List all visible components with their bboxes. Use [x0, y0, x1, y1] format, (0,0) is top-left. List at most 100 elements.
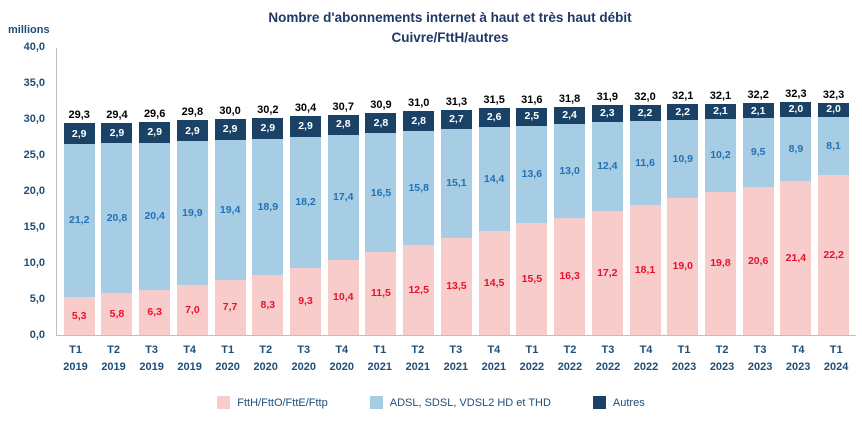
- segment-autres: 2,9: [214, 119, 246, 140]
- segment-adsl: 12,4: [591, 121, 623, 212]
- legend-swatch-ftth: [217, 396, 231, 409]
- bar-t2-2022: 31,8 2,4 13,0 16,3: [554, 92, 586, 335]
- y-tick-label: 35,0: [23, 77, 45, 89]
- bar-total-label: 29,6: [143, 107, 166, 120]
- y-tick-label: 40,0: [23, 41, 45, 53]
- x-tick-label: T2 2023: [709, 344, 735, 374]
- bar-t1-2021: 30,9 2,8 16,5 11,5: [365, 99, 397, 335]
- segment-adsl: 18,9: [252, 139, 284, 276]
- segment-adsl: 21,2: [63, 144, 95, 297]
- bar-t1-2019: 29,3 2,9 21,2 5,3: [63, 109, 95, 335]
- x-tick-label: T1 2022: [519, 344, 545, 374]
- segment-adsl: 9,5: [742, 118, 774, 187]
- bar-t2-2023: 32,1 2,1 10,2 19,8: [704, 90, 736, 335]
- y-tick-label: 0,0: [29, 329, 45, 341]
- y-axis: 40,0 35,0 30,0 25,0 20,0 15,0 10,0 5,0 0,0: [0, 41, 50, 341]
- bar-total-label: 30,0: [219, 105, 241, 118]
- segment-adsl: 13,0: [554, 124, 586, 218]
- bar-total-label: 29,8: [181, 106, 204, 119]
- segment-ftth: 12,5: [403, 245, 435, 335]
- y-tick-label: 20,0: [23, 185, 45, 197]
- x-tick-label: T2 2019: [101, 344, 126, 374]
- x-tick-label: T2 2022: [557, 344, 583, 374]
- y-tick-label: 10,0: [23, 257, 45, 269]
- segment-adsl: 8,1: [818, 116, 850, 176]
- chart-title-line2: Cuivre/FttH/autres: [391, 30, 509, 46]
- bar-t1-2022: 31,6 2,5 13,6 15,5: [516, 93, 548, 335]
- segment-ftth: 17,2: [591, 211, 623, 335]
- segment-adsl: 11,6: [629, 121, 661, 205]
- y-axis-unit-label: millions: [8, 24, 50, 36]
- segment-ftth: 10,4: [327, 260, 359, 335]
- segment-adsl: 10,2: [704, 119, 736, 193]
- segment-ftth: 16,3: [554, 217, 586, 335]
- bar-total-label: 31,0: [407, 97, 430, 110]
- chart-title-line1: Nombre d'abonnements internet à haut et …: [268, 10, 632, 25]
- bar-t3-2021: 31,3 2,7 15,1 13,5: [440, 96, 472, 335]
- segment-autres: 2,0: [818, 102, 850, 117]
- segment-adsl: 14,4: [478, 126, 510, 231]
- bar-t4-2020: 30,7 2,8 17,4 10,4: [327, 101, 359, 335]
- segment-ftth: 6,3: [139, 289, 171, 335]
- x-tick-label: T3 2020: [291, 344, 316, 374]
- x-tick-label: T2 2020: [253, 344, 278, 374]
- bar-total-label: 31,8: [558, 92, 581, 105]
- bar-total-label: 32,3: [822, 88, 845, 101]
- segment-autres: 2,9: [252, 118, 284, 140]
- segment-autres: 2,3: [591, 105, 623, 122]
- bar-total-label: 31,5: [483, 94, 505, 107]
- segment-ftth: 5,8: [101, 293, 133, 335]
- bar-t4-2022: 32,0 2,2 11,6 18,1: [629, 91, 661, 335]
- segment-ftth: 11,5: [365, 252, 397, 335]
- legend-label-ftth: FttH/FttO/FttE/Fttp: [237, 396, 328, 409]
- segment-adsl: 15,8: [403, 131, 435, 245]
- segment-ftth: 14,5: [478, 230, 510, 335]
- bar-t3-2022: 31,9 2,3 12,4 17,2: [591, 91, 623, 335]
- x-tick-label: T1 2019: [63, 344, 88, 374]
- x-tick-label: T4 2023: [785, 344, 811, 374]
- y-tick-label: 30,0: [23, 113, 45, 125]
- x-tick-label: T4 2022: [633, 344, 659, 374]
- legend-swatch-autres: [592, 396, 606, 409]
- segment-adsl: 13,6: [516, 125, 548, 224]
- bar-t2-2021: 31,0 2,8 15,8 12,5: [403, 97, 435, 335]
- segment-adsl: 10,9: [667, 119, 699, 199]
- segment-autres: 2,9: [63, 123, 95, 145]
- bar-t1-2024: 32,3 2,0 8,1 22,2: [818, 88, 850, 335]
- segment-autres: 2,9: [290, 116, 322, 137]
- bar-total-label: 30,2: [257, 104, 279, 117]
- chart-legend: FttH/FttO/FttE/Fttp ADSL, SDSL, VDSL2 HD …: [0, 396, 862, 409]
- x-tick-label: T3 2021: [443, 344, 469, 374]
- bar-t3-2020: 30,4 2,9 18,2 9,3: [290, 102, 322, 335]
- plot-area: 29,3 2,9 21,2 5,3 29,4 2,9 20,8 5,8 29,6 2,9 20,4 6…: [56, 48, 856, 336]
- bar-t4-2021: 31,5 2,6 14,4 14,5: [478, 94, 510, 335]
- x-tick-label: T3 2023: [747, 344, 773, 374]
- segment-autres: 2,1: [704, 103, 736, 120]
- segment-ftth: 19,0: [667, 198, 699, 335]
- segment-ftth: 19,8: [704, 192, 736, 335]
- segment-autres: 2,8: [403, 111, 435, 132]
- x-tick-label: T4 2021: [481, 344, 507, 374]
- bar-total-label: 32,3: [785, 88, 807, 101]
- bar-total-label: 29,4: [106, 108, 128, 121]
- segment-ftth: 7,7: [214, 279, 246, 335]
- segment-adsl: 8,9: [780, 116, 812, 181]
- bar-t3-2019: 29,6 2,9 20,4 6,3: [139, 107, 171, 335]
- legend-swatch-adsl: [369, 396, 383, 409]
- segment-autres: 2,2: [667, 103, 699, 120]
- segment-ftth: 15,5: [516, 223, 548, 335]
- segment-autres: 2,8: [327, 114, 359, 135]
- bar-total-label: 32,0: [634, 91, 656, 104]
- segment-autres: 2,9: [176, 120, 208, 142]
- segment-adsl: 19,9: [176, 141, 208, 285]
- segment-adsl: 15,1: [440, 129, 472, 238]
- bar-total-label: 32,2: [747, 89, 769, 102]
- segment-adsl: 20,4: [139, 142, 171, 290]
- segment-autres: 2,5: [516, 107, 548, 126]
- segment-autres: 2,4: [554, 106, 586, 125]
- x-tick-label: T1 2024: [823, 344, 849, 374]
- bar-total-label: 31,6: [521, 93, 543, 106]
- bar-total-label: 29,3: [68, 109, 90, 122]
- y-tick-label: 25,0: [23, 149, 45, 161]
